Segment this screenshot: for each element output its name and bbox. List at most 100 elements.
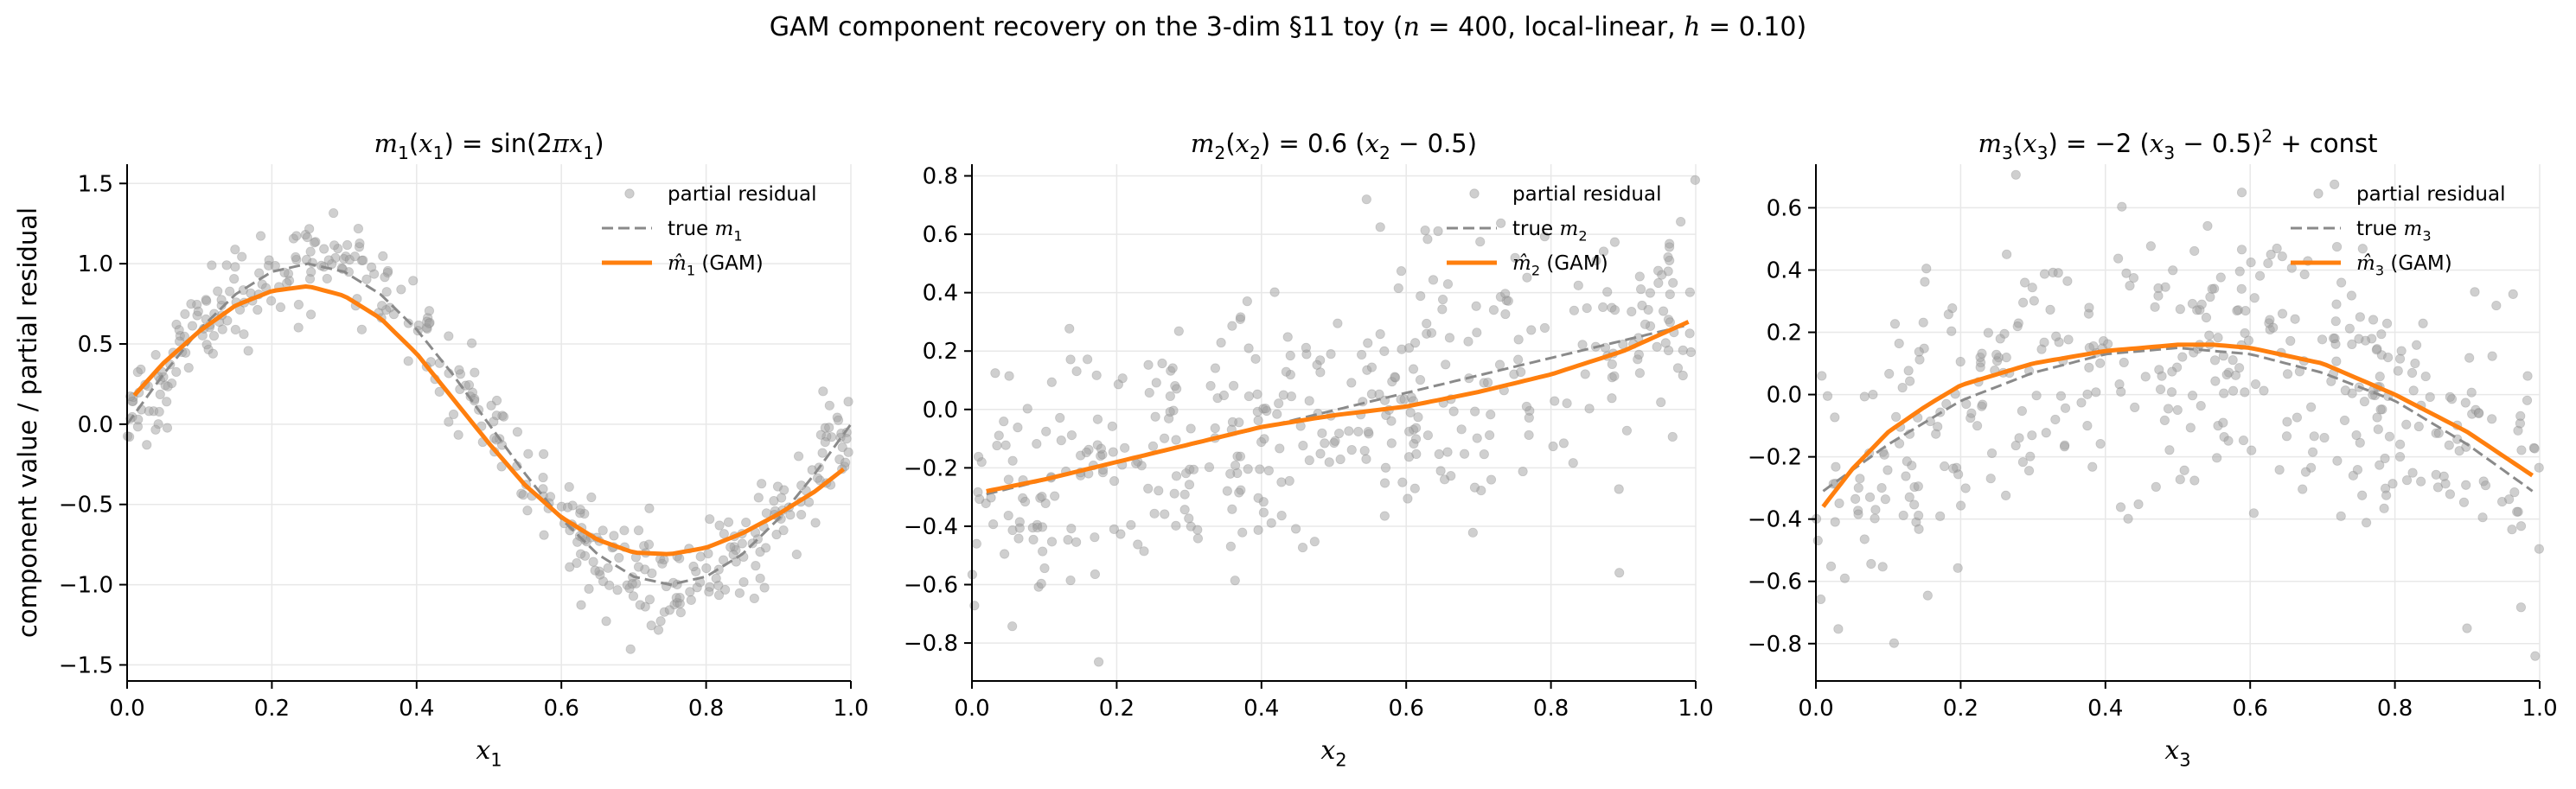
residual-point <box>1494 360 1505 370</box>
residual-point <box>633 562 644 572</box>
residual-point <box>2282 369 2293 379</box>
residual-point <box>1410 434 1422 444</box>
x-tick-label: 0.4 <box>399 696 434 722</box>
residual-point <box>1471 301 1481 311</box>
residual-point <box>2300 467 2311 477</box>
residual-point <box>1902 456 1912 467</box>
residual-point <box>1192 533 1203 544</box>
residual-point <box>1488 305 1499 315</box>
residual-point <box>695 551 706 562</box>
residual-point <box>469 396 480 406</box>
residual-point <box>1422 318 1432 329</box>
residual-point <box>1066 429 1077 441</box>
residual-point <box>221 260 232 270</box>
residual-point <box>1374 389 1384 399</box>
residual-point <box>2362 518 2372 528</box>
residual-point <box>2420 371 2431 382</box>
x-tick-label: 0.6 <box>544 696 579 722</box>
residual-point <box>644 503 655 513</box>
residual-point <box>2103 339 2113 349</box>
residual-point <box>1065 575 1076 586</box>
residual-point <box>381 287 392 297</box>
residual-point <box>1870 505 1881 515</box>
residual-point <box>2014 433 2024 443</box>
residual-point <box>2027 283 2037 293</box>
residual-point <box>382 265 393 277</box>
residual-point <box>1046 377 1057 387</box>
residual-point <box>674 592 685 603</box>
residual-point <box>2317 334 2328 345</box>
residual-point <box>2407 367 2418 379</box>
residual-point <box>975 493 985 505</box>
residual-point <box>1633 349 1644 360</box>
panel-3: 0.0 0.2 0.4 0.6 0.8 1.0 −0.8 −0.6 −0.4 −0.2 0.0 0.2… <box>1748 125 2558 770</box>
residual-point <box>2339 415 2350 426</box>
residual-point <box>2204 330 2215 340</box>
residual-point <box>2082 389 2093 399</box>
residual-point <box>653 625 664 635</box>
residual-point <box>2522 371 2533 381</box>
residual-point <box>1109 476 1120 487</box>
residual-point <box>2031 391 2042 401</box>
residual-point <box>162 423 173 433</box>
residual-point <box>1379 478 1390 488</box>
residual-point <box>1839 573 1851 583</box>
residual-point <box>225 286 235 296</box>
residual-point <box>603 563 613 573</box>
residual-point <box>1880 494 1890 505</box>
residual-point <box>1522 272 1532 283</box>
residual-point <box>1684 287 1695 297</box>
residual-point <box>1157 358 1167 369</box>
residual-point <box>1210 363 1221 373</box>
residual-point <box>1115 529 1126 539</box>
residual-point <box>183 363 194 373</box>
residual-point <box>619 525 630 536</box>
residual-point <box>2189 475 2200 486</box>
residual-point <box>2029 296 2039 306</box>
residual-point <box>2125 281 2135 291</box>
residual-point <box>2282 417 2292 427</box>
residual-point <box>2445 489 2456 499</box>
residual-point <box>518 490 528 500</box>
residual-point <box>463 379 475 391</box>
residual-point <box>685 587 695 597</box>
residual-point <box>1518 466 1528 477</box>
panel-title: m3(x3) = −2 (x3 − 0.5)2 + const <box>1978 125 2378 163</box>
residual-point <box>1953 469 1964 480</box>
residual-point <box>2240 328 2250 339</box>
residual-point <box>1252 406 1262 417</box>
residual-point <box>2460 398 2471 408</box>
residual-point <box>444 331 454 341</box>
residual-point <box>2477 512 2488 523</box>
residual-point <box>1210 423 1220 434</box>
residual-point <box>1986 448 1998 459</box>
residual-point <box>576 600 586 610</box>
residual-point <box>1330 436 1340 446</box>
residual-point <box>2150 302 2160 312</box>
residual-point <box>1143 360 1154 370</box>
residual-point <box>749 593 759 604</box>
residual-point <box>1344 426 1354 436</box>
residual-point <box>1635 284 1646 295</box>
x-tick-label: 0.2 <box>1943 696 1978 722</box>
residual-point <box>1276 511 1287 521</box>
residual-point <box>523 449 534 459</box>
residual-point <box>2130 402 2140 412</box>
residual-point <box>213 286 223 296</box>
residual-point <box>353 223 363 234</box>
residual-point <box>2480 480 2491 491</box>
residual-point <box>2277 309 2288 319</box>
residual-point <box>2413 421 2424 432</box>
residual-point <box>1173 326 1184 336</box>
residual-point <box>714 520 725 531</box>
residual-point <box>2017 457 2028 468</box>
residual-point <box>2221 369 2232 380</box>
residual-point <box>1690 175 1700 185</box>
residual-point <box>590 565 600 576</box>
residual-point <box>644 595 655 605</box>
residual-point <box>1285 350 1295 361</box>
residual-point <box>1678 345 1688 355</box>
residual-point <box>1909 499 1920 510</box>
residual-point <box>675 608 686 618</box>
residual-point <box>252 304 263 315</box>
